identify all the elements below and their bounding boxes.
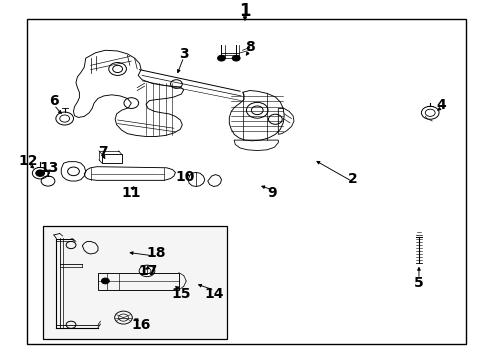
Bar — [98, 273, 179, 290]
Text: 6: 6 — [49, 94, 59, 108]
Text: 5: 5 — [414, 276, 424, 290]
Circle shape — [101, 278, 109, 284]
Bar — [27, 19, 465, 344]
Text: 13: 13 — [39, 161, 59, 175]
Bar — [43, 226, 227, 339]
Text: 4: 4 — [436, 98, 446, 112]
Text: 9: 9 — [267, 186, 277, 200]
Circle shape — [232, 55, 240, 61]
Text: 8: 8 — [245, 40, 255, 54]
Text: 3: 3 — [179, 47, 189, 61]
Text: 7: 7 — [98, 145, 108, 159]
Bar — [102, 154, 122, 163]
Text: 2: 2 — [348, 172, 358, 185]
Text: 10: 10 — [175, 170, 195, 184]
Text: 14: 14 — [205, 287, 224, 301]
Text: 15: 15 — [172, 287, 191, 301]
Text: 1: 1 — [239, 3, 251, 21]
Text: 17: 17 — [139, 264, 158, 278]
Text: 12: 12 — [19, 154, 38, 167]
Text: 18: 18 — [146, 246, 166, 260]
Circle shape — [36, 170, 45, 176]
Circle shape — [218, 55, 225, 61]
Text: 16: 16 — [131, 318, 151, 332]
Text: 11: 11 — [122, 186, 141, 200]
